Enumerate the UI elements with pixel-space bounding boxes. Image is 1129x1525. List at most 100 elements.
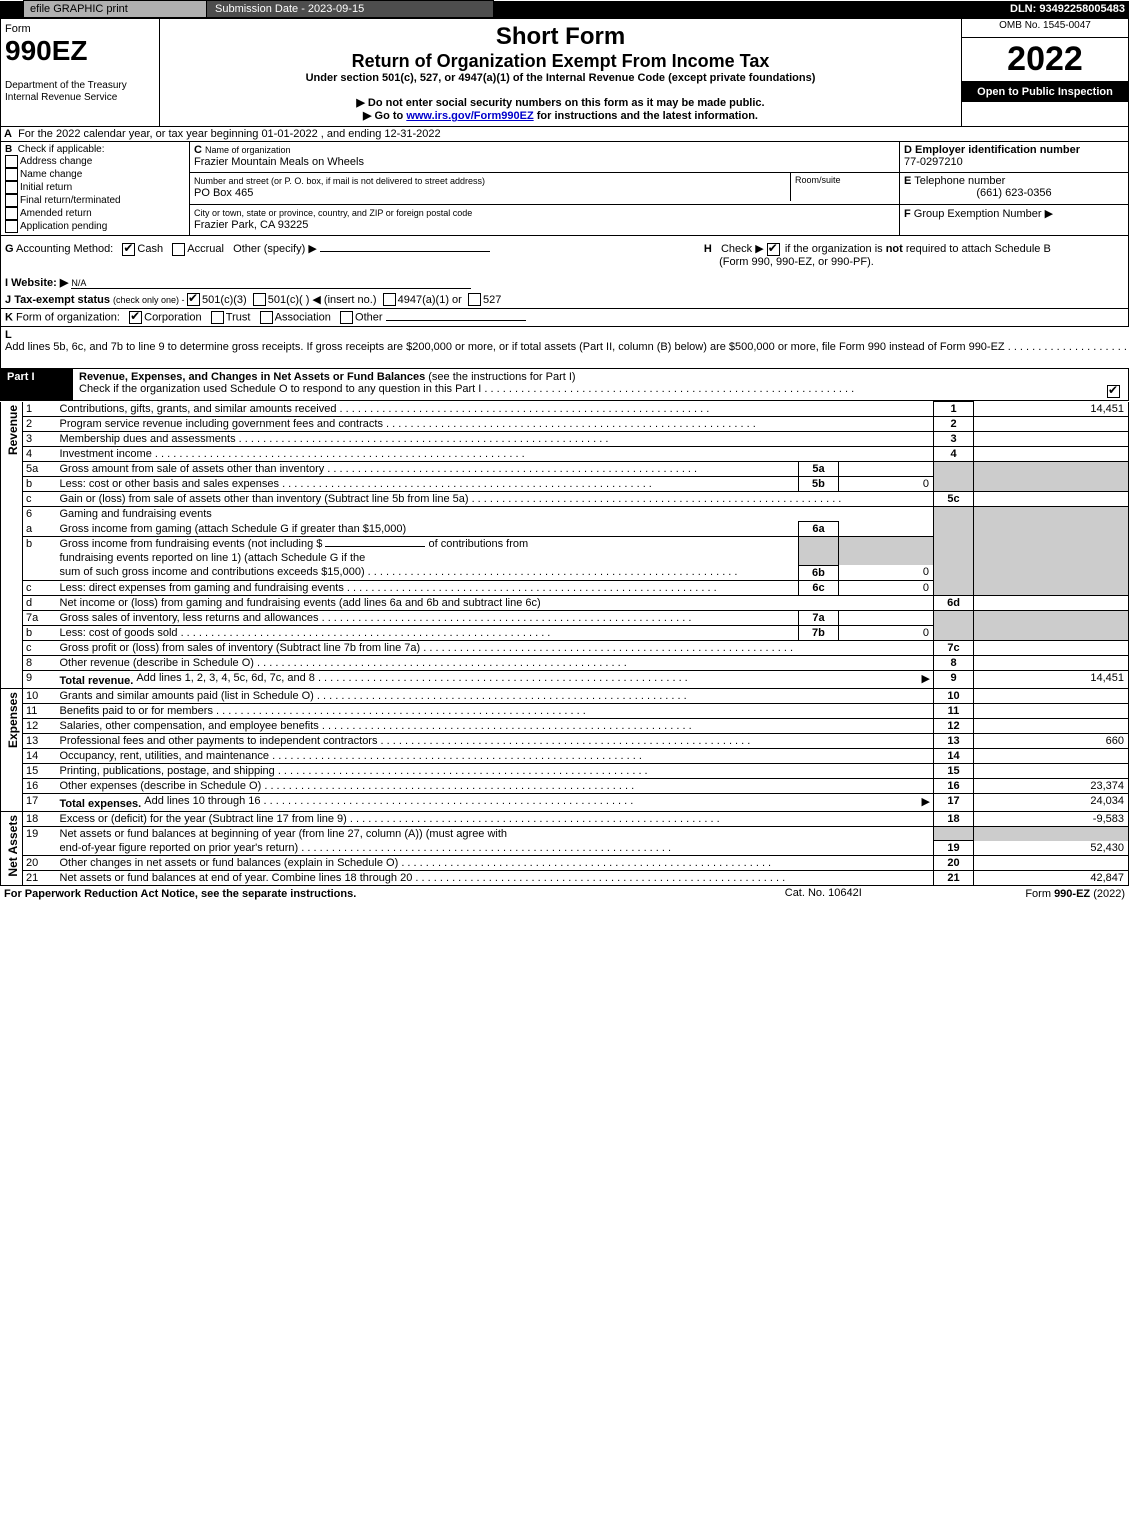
chk-address-change[interactable] — [5, 155, 18, 168]
l19a-s1 — [934, 826, 974, 841]
l12-n: 12 — [23, 718, 57, 733]
opt-501c3: 501(c)(3) — [202, 294, 247, 306]
l7a-s1 — [934, 610, 974, 625]
l5b-shade2 — [974, 477, 1129, 492]
l10-t: Grants and similar amounts paid (list in… — [57, 688, 934, 703]
chk-amended-return[interactable] — [5, 207, 18, 220]
l6a-t: Gross income from gaming (attach Schedul… — [57, 522, 799, 537]
section-h: H Check ▶ if the organization is not req… — [700, 236, 1129, 274]
l21-n: 21 — [23, 871, 57, 886]
section-i: I Website: ▶ N/A — [0, 274, 1129, 291]
l6b2-n — [23, 551, 57, 565]
l6d-t: Net income or (loss) from gaming and fun… — [57, 595, 934, 610]
irs-link[interactable]: www.irs.gov/Form990EZ — [406, 110, 533, 122]
l6d-v — [974, 595, 1129, 610]
l5b-v: 0 — [838, 477, 933, 492]
l2-n: 2 — [23, 417, 57, 432]
l19b-box: 19 — [934, 841, 974, 856]
ein-value: 77-0297210 — [904, 156, 963, 168]
l7a-t: Gross sales of inventory, less returns a… — [57, 610, 799, 625]
l11-n: 11 — [23, 703, 57, 718]
l5a-shade2 — [974, 462, 1129, 477]
chk-schedule-b[interactable] — [767, 243, 780, 256]
chk-4947[interactable] — [383, 293, 396, 306]
footer: For Paperwork Reduction Act Notice, see … — [0, 886, 1129, 902]
chk-accrual[interactable] — [172, 243, 185, 256]
website-value: N/A — [71, 278, 471, 289]
other-org-line[interactable] — [386, 320, 526, 321]
chk-name-change[interactable] — [5, 168, 18, 181]
l6c-s2 — [974, 580, 1129, 595]
l3-v — [974, 432, 1129, 447]
l3-box: 3 — [934, 432, 974, 447]
opt-501c: 501(c)( ) ◀ (insert no.) — [268, 294, 377, 306]
chk-assoc[interactable] — [260, 311, 273, 324]
part1-header: Part I Revenue, Expenses, and Changes in… — [0, 369, 1129, 401]
chk-initial-return[interactable] — [5, 181, 18, 194]
c-name-label: Name of organization — [205, 145, 291, 155]
efile-print-button[interactable]: efile GRAPHIC print — [24, 1, 207, 18]
l6c-n: c — [23, 580, 57, 595]
l19a-n: 19 — [23, 826, 57, 841]
chk-trust[interactable] — [211, 311, 224, 324]
l6b1-s1 — [798, 537, 838, 552]
part1-heading-sub: (see the instructions for Part I) — [428, 371, 575, 383]
chk-application-pending[interactable] — [5, 220, 18, 233]
l10-n: 10 — [23, 688, 57, 703]
b-label: Check if applicable: — [18, 144, 105, 155]
l1-t: Contributions, gifts, grants, and simila… — [57, 402, 934, 417]
l8-t: Other revenue (describe in Schedule O) — [57, 655, 934, 670]
street-label: Number and street (or P. O. box, if mail… — [194, 176, 485, 186]
contrib-amount-line[interactable] — [325, 546, 425, 547]
l6b3-s1 — [934, 565, 974, 580]
irs-label: Internal Revenue Service — [5, 92, 117, 103]
other-specify-line[interactable] — [320, 251, 490, 252]
goto-line: ▶ Go to www.irs.gov/Form990EZ for instru… — [168, 109, 953, 122]
chk-501c3[interactable] — [187, 293, 200, 306]
chk-other-org[interactable] — [340, 311, 353, 324]
chk-schedule-o[interactable] — [1107, 385, 1120, 398]
l6b1-s2 — [838, 537, 933, 552]
lines-table: Revenue 1 Contributions, gifts, grants, … — [0, 401, 1129, 886]
section-k: K Form of organization: Corporation Trus… — [0, 309, 1129, 327]
l7b-box: 7b — [798, 625, 838, 640]
e-label: Telephone number — [914, 175, 1005, 187]
l21-t: Net assets or fund balances at end of ye… — [57, 871, 934, 886]
footer-left: For Paperwork Reduction Act Notice, see … — [0, 886, 738, 902]
l20-v — [974, 856, 1129, 871]
l15-v — [974, 763, 1129, 778]
l14-v — [974, 748, 1129, 763]
l6d-box: 6d — [934, 595, 974, 610]
line-a-text: A For the 2022 calendar year, or tax yea… — [1, 127, 1129, 142]
chk-corp[interactable] — [129, 311, 142, 324]
l17-t: Total expenses. Add lines 10 through 16 … — [57, 793, 934, 811]
l12-box: 12 — [934, 718, 974, 733]
l2-t: Program service revenue including govern… — [57, 417, 934, 432]
l9-t: Total revenue. Add lines 1, 2, 3, 4, 5c,… — [57, 670, 934, 688]
short-form-title: Short Form — [168, 23, 953, 51]
goto-tail: for instructions and the latest informat… — [537, 110, 758, 122]
opt-initial-return: Initial return — [20, 182, 72, 193]
h-t3: required to attach Schedule B — [906, 243, 1051, 255]
section-c-name: C Name of organization Frazier Mountain … — [190, 142, 900, 173]
tax-year: 2022 — [962, 38, 1128, 82]
chk-501c[interactable] — [253, 293, 266, 306]
l2-box: 2 — [934, 417, 974, 432]
l6-t: Gaming and fundraising events — [57, 507, 934, 522]
city-value: Frazier Park, CA 93225 — [194, 219, 308, 231]
l5a-shade — [934, 462, 974, 477]
revenue-side: Revenue — [1, 402, 23, 689]
form-number: 990EZ — [5, 35, 88, 66]
opt-address-change: Address change — [20, 156, 92, 167]
chk-cash[interactable] — [122, 243, 135, 256]
l7b-s2 — [974, 625, 1129, 640]
ssn-warning: ▶ Do not enter social security numbers o… — [168, 96, 953, 109]
title-cell: Short Form Return of Organization Exempt… — [160, 19, 962, 127]
chk-final-return[interactable] — [5, 194, 18, 207]
l6c-s1 — [934, 580, 974, 595]
chk-527[interactable] — [468, 293, 481, 306]
l6b1-s3 — [934, 537, 974, 552]
section-j: J Tax-exempt status (check only one) - 5… — [0, 291, 1129, 310]
l13-box: 13 — [934, 733, 974, 748]
opt-assoc: Association — [275, 312, 331, 324]
